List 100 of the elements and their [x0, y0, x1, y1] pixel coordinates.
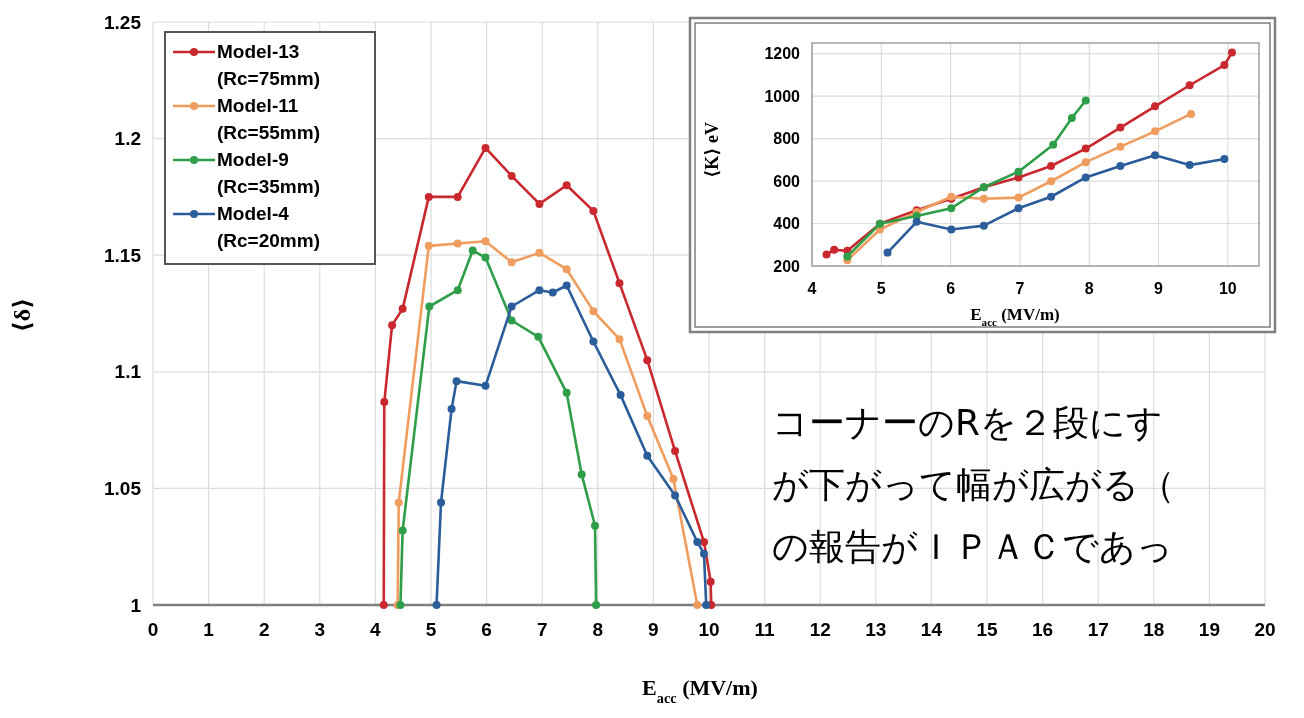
point	[535, 248, 544, 257]
annotation: コーナーのRを２段にす	[772, 402, 1164, 443]
point	[1185, 161, 1194, 170]
y-tick-label: 1000	[764, 87, 801, 105]
point	[912, 217, 921, 226]
point	[1151, 102, 1160, 111]
point	[979, 194, 988, 203]
y-tick-label: 600	[773, 172, 801, 190]
point	[481, 143, 490, 152]
point	[398, 304, 407, 313]
point	[379, 601, 388, 609]
point	[507, 302, 516, 311]
point	[700, 538, 708, 547]
x-tick-label: 20	[1254, 619, 1276, 640]
point	[843, 252, 852, 261]
x-tick-label: 12	[809, 619, 831, 640]
point	[1014, 204, 1023, 213]
x-tick-label: 4	[370, 619, 382, 640]
x-tick-label: 19	[1198, 619, 1220, 640]
point	[562, 181, 571, 190]
point	[693, 538, 702, 547]
x-tick-label: 6	[481, 619, 492, 640]
x-tick-label: 7	[1015, 280, 1025, 297]
x-tick-label: 18	[1143, 619, 1165, 640]
x-tick-label: 8	[592, 619, 604, 640]
point	[589, 307, 598, 316]
x-tick-label: 9	[648, 619, 659, 640]
y-tick-label: 1.25	[104, 11, 142, 33]
legend-label: Model-13 (Rc=75mm)	[217, 41, 320, 89]
y-tick-label: 400	[773, 215, 801, 233]
x-tick-label: 13	[865, 619, 887, 640]
point	[1047, 161, 1056, 170]
point	[577, 470, 586, 479]
y-tick-label: 1.1	[114, 361, 142, 383]
x-tick-label: 8	[1084, 280, 1094, 297]
annotation: が下がって幅が広がる（	[772, 464, 1175, 505]
point	[1047, 177, 1056, 186]
point	[671, 447, 680, 456]
x-tick-label: 14	[920, 619, 943, 640]
point	[562, 281, 571, 290]
point	[616, 391, 625, 400]
point	[947, 204, 956, 213]
x-axis-title: E$_{acc}$ (MV/m)	[970, 305, 1060, 328]
point	[481, 381, 490, 390]
y-tick-label: 1.05	[104, 478, 142, 500]
point	[1067, 113, 1076, 122]
point	[883, 248, 892, 257]
point	[693, 601, 702, 609]
point	[562, 265, 571, 274]
point	[1151, 127, 1160, 136]
point	[643, 412, 652, 421]
point	[562, 388, 571, 397]
point	[398, 526, 407, 535]
point	[394, 498, 403, 507]
y-tick-label: 1	[130, 594, 142, 616]
x-tick-label: 9	[1154, 280, 1164, 297]
x-tick-label: 6	[946, 280, 956, 297]
point	[1081, 144, 1090, 153]
point	[425, 302, 434, 311]
point	[437, 498, 446, 507]
point	[589, 337, 598, 346]
point	[507, 258, 516, 267]
point	[1116, 142, 1125, 151]
x-tick-label: 7	[536, 619, 548, 640]
point	[591, 521, 600, 530]
point	[534, 332, 543, 341]
point	[1185, 81, 1194, 90]
point	[432, 601, 441, 609]
point	[706, 577, 715, 586]
legend-label: Model-11 (Rc=55mm)	[217, 95, 320, 143]
point	[671, 491, 680, 500]
y-tick-label: 1200	[764, 45, 801, 63]
point	[830, 245, 839, 254]
point	[1116, 123, 1125, 132]
point	[453, 286, 462, 295]
point	[453, 239, 462, 248]
y-tick-label: 1.15	[104, 244, 142, 266]
point	[481, 237, 490, 246]
point	[669, 475, 678, 484]
point	[424, 192, 433, 201]
y-tick-label: 1.2	[114, 128, 141, 150]
point	[615, 279, 624, 288]
point	[947, 225, 956, 234]
point	[1047, 192, 1056, 201]
point	[643, 356, 652, 365]
point	[615, 335, 624, 344]
legend-label: Model-4 (Rc=20mm)	[217, 203, 320, 251]
point	[507, 316, 516, 325]
legend-label: Model-9 (Rc=35mm)	[217, 149, 320, 197]
x-tick-label: 10	[698, 619, 720, 640]
point	[1081, 158, 1090, 167]
point	[979, 221, 988, 230]
point	[1227, 48, 1236, 57]
point	[447, 405, 456, 414]
x-tick-label: 17	[1087, 619, 1109, 640]
point	[453, 192, 462, 201]
point	[702, 601, 711, 609]
point	[535, 286, 544, 295]
point	[380, 398, 389, 407]
point	[700, 549, 708, 558]
